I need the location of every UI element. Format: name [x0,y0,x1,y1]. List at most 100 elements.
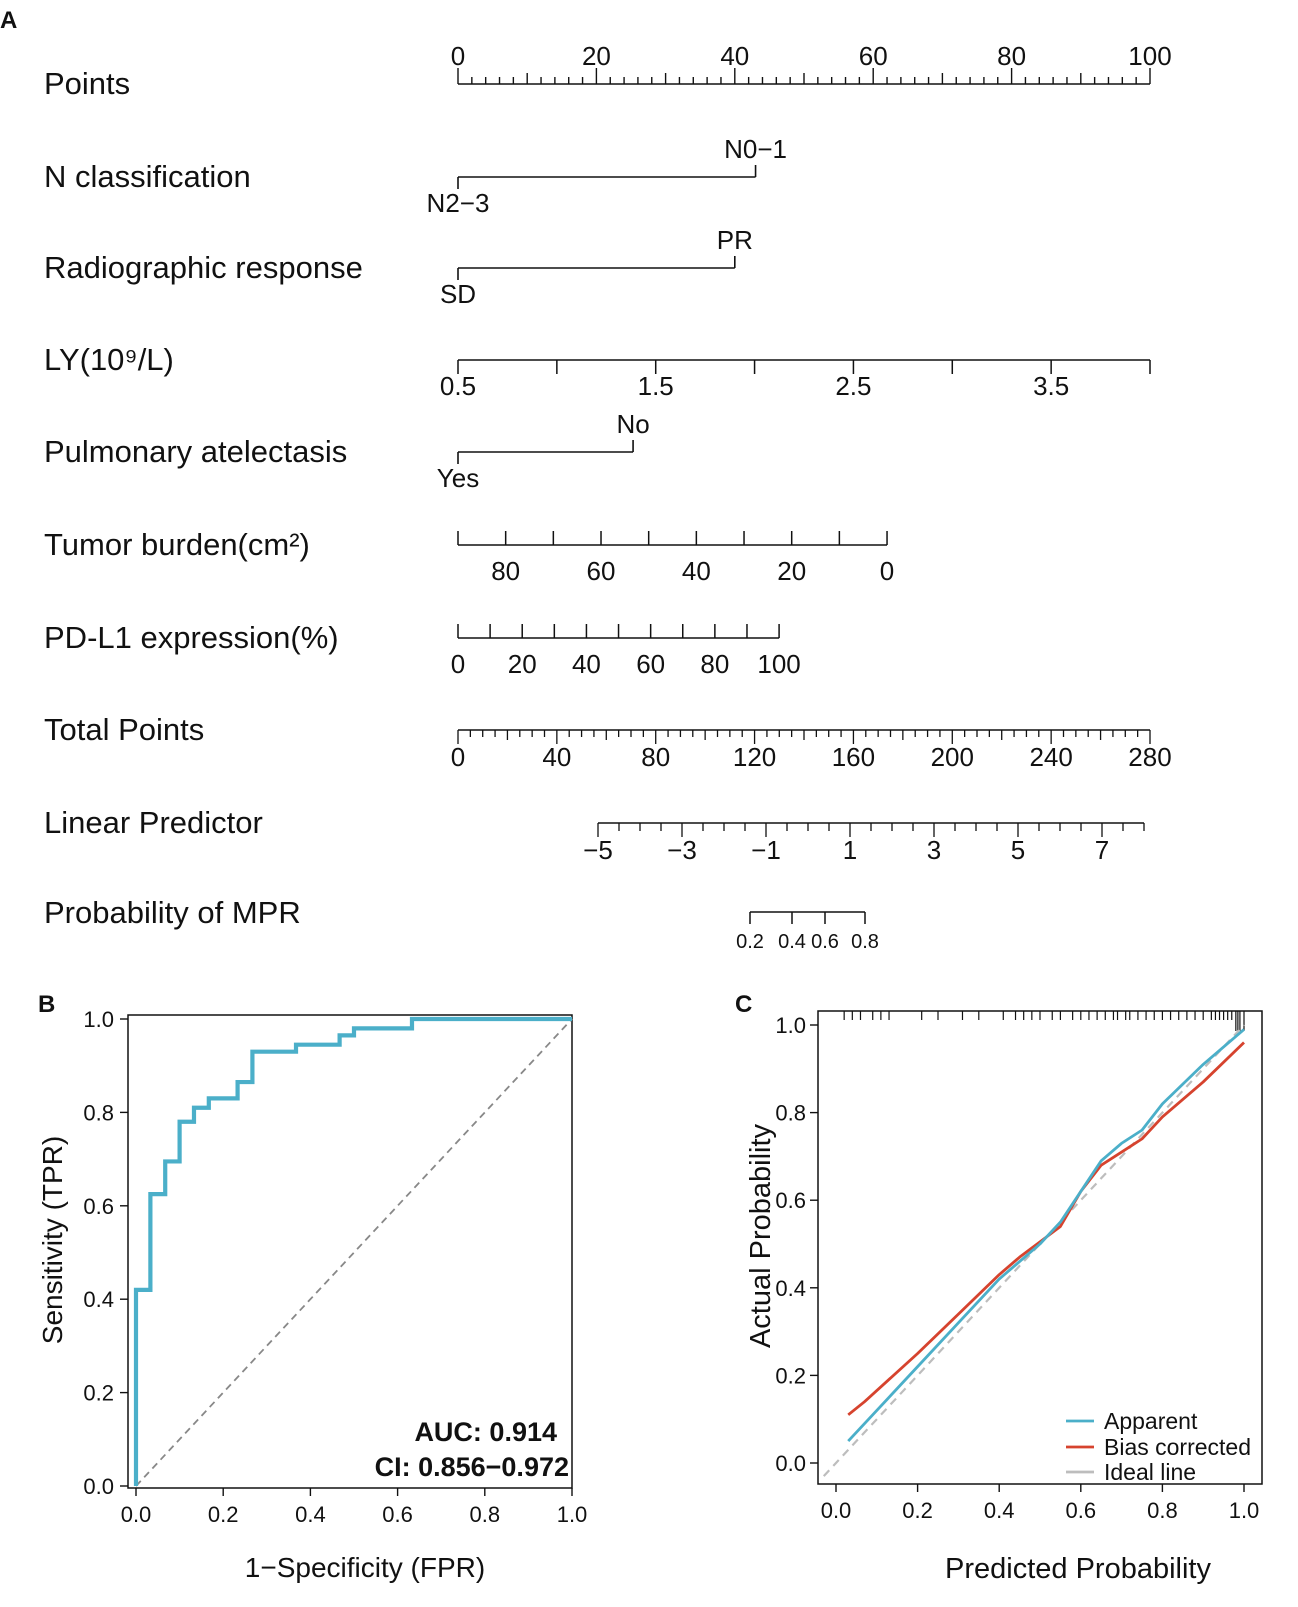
points-tick-label: 20 [582,41,611,71]
tumor-burden-cm-tick-label: 0 [880,556,894,586]
roc-x-tick-label: 0.4 [295,1502,326,1527]
total-points-tick-label: 80 [641,742,670,772]
roc-y-tick-label: 1.0 [83,1007,114,1032]
roc-y-axis-label: Sensitivity (TPR) [37,1136,68,1344]
row-label-probability-of-mpr: Probability of MPR [44,895,301,930]
linear-predictor-tick-label: 3 [927,835,941,865]
legend-label-bias-corrected: Bias corrected [1104,1434,1251,1460]
panel-label-a: A [0,7,17,34]
legend-label-apparent: Apparent [1104,1408,1198,1434]
radiographic-response-category-label: PR [717,225,753,255]
roc-y-tick-label: 0.8 [83,1100,114,1125]
panel-label-c: C [735,991,752,1018]
tumor-burden-cm-tick-label: 20 [777,556,806,586]
total-points-tick-label: 40 [542,742,571,772]
row-label-n-classification: N classification [44,159,251,194]
probability-tick-label: 0.8 [851,931,879,953]
roc-x-tick-label: 0.0 [121,1502,152,1527]
points-tick-label: 80 [997,41,1026,71]
tumor-burden-cm-tick-label: 80 [491,556,520,586]
pd-l1-expression-tick-label: 40 [572,649,601,679]
roc-y-tick-label: 0.0 [83,1474,114,1499]
total-points-tick-label: 120 [733,742,776,772]
calibration-x-tick-label: 0.8 [1147,1498,1178,1523]
roc-x-tick-label: 1.0 [557,1502,588,1527]
calibration-series-apparent [847,1028,1245,1443]
calibration-y-tick-label: 0.4 [775,1276,806,1301]
calibration-x-tick-label: 1.0 [1229,1498,1260,1523]
row-label-radiographic-response: Radiographic response [44,250,363,285]
probability-tick-label: 0.4 [778,931,806,953]
ly-10-l-tick-label: 1.5 [638,371,674,401]
pd-l1-expression-tick-label: 0 [451,649,465,679]
roc-x-tick-label: 0.2 [208,1502,239,1527]
roc-x-tick-label: 0.8 [470,1502,501,1527]
total-points-tick-label: 280 [1128,742,1171,772]
row-label-pd-l1-expression: PD-L1 expression(%) [44,620,339,655]
calibration-y-tick-label: 0.6 [775,1188,806,1213]
calibration-x-tick-label: 0.4 [984,1498,1015,1523]
calibration-y-tick-label: 0.8 [775,1101,806,1126]
roc-x-axis-label: 1−Specificity (FPR) [245,1552,485,1583]
legend-label-ideal-line: Ideal line [1104,1459,1196,1485]
roc-auc-annotation: AUC: 0.914 [414,1417,557,1447]
roc-diagonal-reference-line [135,1018,573,1487]
roc-x-tick-label: 0.6 [382,1502,413,1527]
calibration-y-tick-label: 0.2 [775,1363,806,1388]
pulmonary-atelectasis-category-label: No [616,409,649,439]
roc-panel: 0.0 0.2 0.4 0.6 0.8 1.0 0.0 0.2 0.4 0.6 0.8 1.0 1−Sp… [37,1007,587,1583]
row-label-points: Points [44,66,130,101]
panel-label-b: B [38,991,55,1018]
calibration-x-tick-label: 0.6 [1066,1498,1097,1523]
calibration-y-tick-label: 0.0 [775,1451,806,1476]
linear-predictor-tick-label: −5 [583,835,613,865]
total-points-tick-label: 200 [931,742,974,772]
linear-predictor-tick-label: 7 [1095,835,1109,865]
roc-curve [133,1016,572,1486]
tumor-burden-cm-tick-label: 40 [682,556,711,586]
roc-y-tick-label: 0.2 [83,1381,114,1406]
pd-l1-expression-tick-label: 100 [757,649,800,679]
ly-10-l-tick-label: 3.5 [1033,371,1069,401]
linear-predictor-tick-label: −1 [751,835,781,865]
pulmonary-atelectasis-category-label: Yes [437,463,479,493]
calibration-y-tick-label: 1.0 [775,1013,806,1038]
roc-plot-frame [127,1014,573,1489]
row-label-ly-10-l: LY(10⁹/L) [44,342,174,377]
linear-predictor-tick-label: −3 [667,835,697,865]
linear-predictor-tick-label: 5 [1011,835,1025,865]
calibration-panel: 0.0 0.2 0.4 0.6 0.8 1.0 0.0 0.2 0.4 0.6 0.8 1.0 Pred… [745,1010,1263,1585]
tumor-burden-cm-tick-label: 60 [587,556,616,586]
calibration-series-bias-corrected [847,1041,1245,1416]
pd-l1-expression-tick-label: 80 [700,649,729,679]
points-tick-label: 60 [859,41,888,71]
n-classification-category-label: N0−1 [724,134,787,164]
radiographic-response-category-label: SD [440,279,476,309]
calibration-x-tick-label: 0.0 [821,1498,852,1523]
probability-tick-label: 0.2 [736,931,764,953]
row-label-tumor-burden-cm: Tumor burden(cm²) [44,527,310,562]
ly-10-l-tick-label: 0.5 [440,371,476,401]
n-classification-category-label: N2−3 [427,188,490,218]
total-points-tick-label: 0 [451,742,465,772]
linear-predictor-tick-label: 1 [843,835,857,865]
points-tick-label: 40 [720,41,749,71]
ly-10-l-tick-label: 2.5 [835,371,871,401]
pd-l1-expression-tick-label: 20 [508,649,537,679]
row-label-total-points: Total Points [44,712,204,747]
roc-y-tick-label: 0.6 [83,1194,114,1219]
roc-y-tick-label: 0.4 [83,1287,114,1312]
calibration-y-axis-label: Actual Probability [745,1123,777,1348]
roc-ci-annotation: CI: 0.856−0.972 [375,1452,569,1482]
probability-tick-label: 0.6 [811,931,839,953]
points-tick-label: 0 [451,41,465,71]
points-tick-label: 100 [1128,41,1171,71]
total-points-tick-label: 240 [1029,742,1072,772]
row-label-linear-predictor: Linear Predictor [44,805,263,840]
pd-l1-expression-tick-label: 60 [636,649,665,679]
calibration-x-axis-label: Predicted Probability [945,1553,1211,1585]
row-label-pulmonary-atelectasis: Pulmonary atelectasis [44,434,347,469]
calibration-x-tick-label: 0.2 [902,1498,933,1523]
